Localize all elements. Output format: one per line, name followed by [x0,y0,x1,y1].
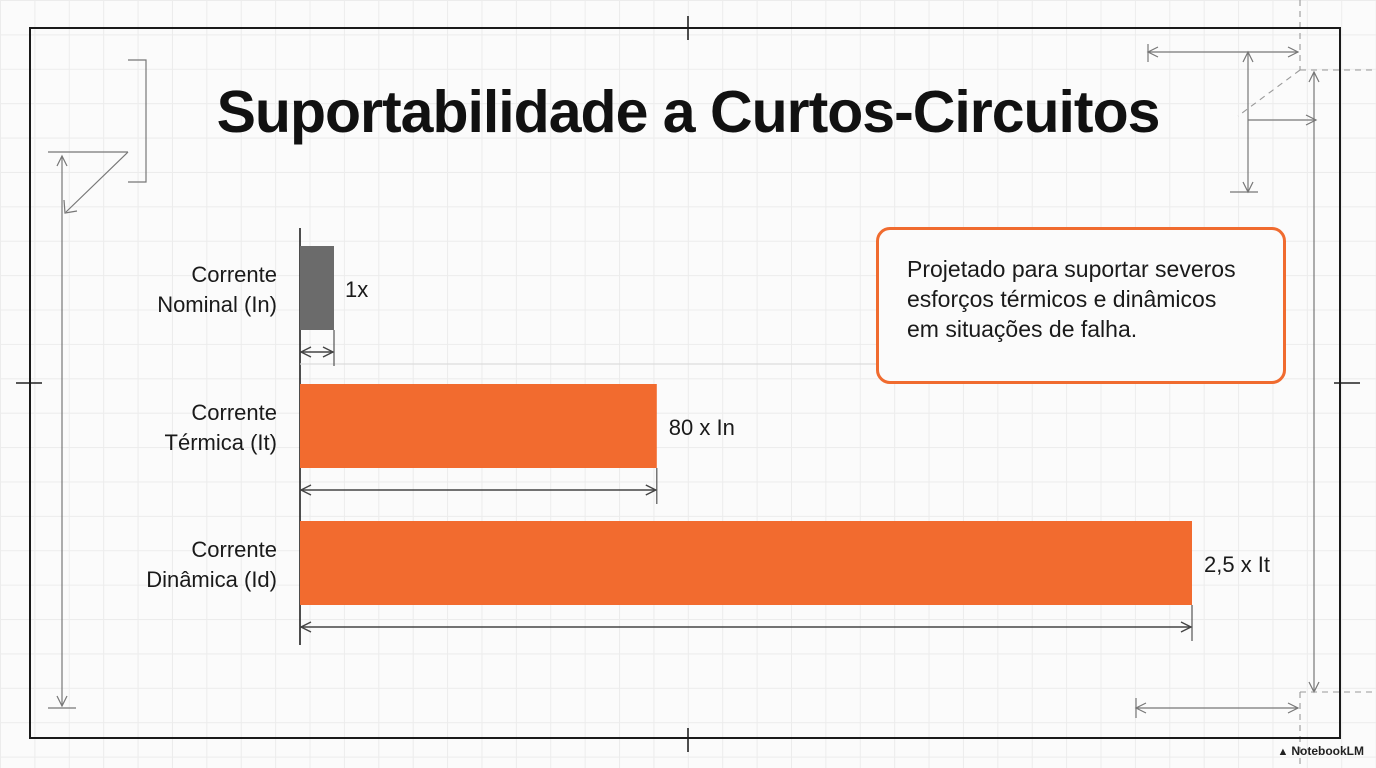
data-label: 1x [345,277,368,302]
data-label: 80 x In [669,415,735,440]
category-label: Térmica (It) [165,430,277,455]
watermark: ▲ NotebookLM [1277,744,1364,758]
dimension-arrow-right [1180,621,1193,633]
dimension-arrow-left [299,346,312,358]
category-label: Corrente [191,262,277,287]
watermark-text: NotebookLM [1291,744,1364,758]
category-label: Nominal (In) [157,292,277,317]
dimension-arrow-left [299,484,312,496]
category-label: Corrente [191,400,277,425]
data-label: 2,5 x It [1204,552,1270,577]
category-label: Dinâmica (Id) [146,567,277,592]
callout-text: Projetado para suportar severos esforços… [907,256,1236,342]
dimension-arrow-left [299,621,312,633]
bar [300,384,657,468]
notebooklm-logo-icon: ▲ [1277,746,1289,758]
dimension-arrow-right [645,484,658,496]
bar [300,246,334,330]
callout-box: Projetado para suportar severos esforços… [876,227,1286,384]
drawing-frame [29,27,1341,739]
bar [300,521,1192,605]
category-label: Corrente [191,537,277,562]
dimension-arrow-right [322,346,335,358]
page-title: Suportabilidade a Curtos-Circuitos [216,79,1161,145]
